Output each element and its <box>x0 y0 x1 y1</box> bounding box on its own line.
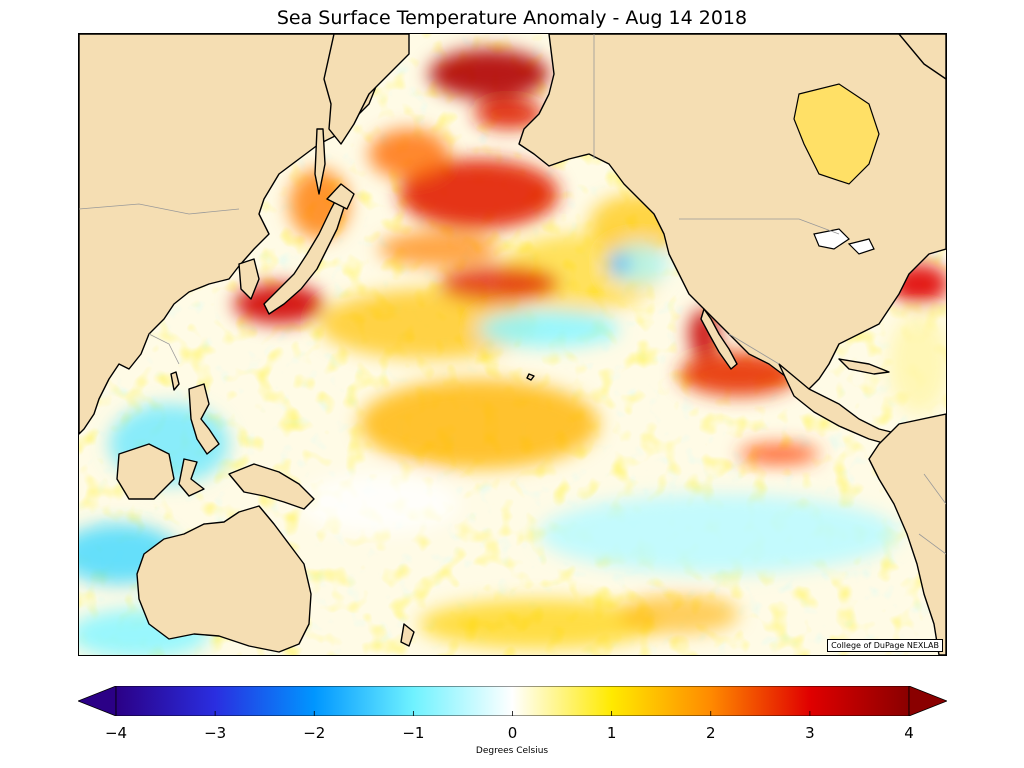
sulawesi <box>178 458 205 497</box>
colorbar <box>78 686 947 716</box>
colorbar-tick-label: 1 <box>606 724 617 742</box>
philippines <box>188 383 220 455</box>
colorbar-tick-label: 4 <box>904 724 914 742</box>
new-guinea <box>228 463 315 510</box>
inland-waters <box>793 83 880 255</box>
colorbar-tick-label: 3 <box>805 724 815 742</box>
hokkaido <box>326 183 355 210</box>
country-borders <box>79 34 946 555</box>
map-canvas <box>79 34 946 655</box>
colorbar-tick-label: 0 <box>507 724 518 742</box>
great-lakes-2 <box>847 238 875 255</box>
korea-peninsula <box>238 258 260 300</box>
land-masses <box>79 34 946 655</box>
australia <box>136 505 312 653</box>
sakhalin <box>314 128 326 195</box>
great-lakes <box>813 228 850 250</box>
map-title: Sea Surface Temperature Anomaly - Aug 14… <box>276 7 748 29</box>
colorbar-max-arrow <box>908 686 947 716</box>
colorbar-tick-label: −1 <box>402 724 425 742</box>
colorbar-tick-label: 2 <box>705 724 716 742</box>
hawaii <box>526 373 535 381</box>
anomaly-field <box>79 49 946 655</box>
new-zealand <box>400 623 415 647</box>
greenland <box>898 34 946 80</box>
colorbar-tick-marks <box>115 711 910 716</box>
colorbar-min-arrow <box>78 686 117 716</box>
hudson-bay <box>793 83 880 185</box>
cuba <box>838 358 890 375</box>
taiwan <box>170 371 180 391</box>
baja-california <box>700 308 738 370</box>
colorbar-tick-label: −4 <box>104 724 128 742</box>
colorbar-label: Degrees Celsius <box>475 746 549 756</box>
south-america-landmass <box>868 413 946 655</box>
credit-label: College of DuPage NEXLAB <box>827 639 943 652</box>
kamchatka <box>323 34 410 145</box>
sst-anomaly-map: College of DuPage NEXLAB <box>78 33 947 656</box>
colorbar-tick-label: −2 <box>303 724 326 742</box>
borneo <box>116 443 175 500</box>
colorbar-tick-label: −3 <box>204 724 227 742</box>
